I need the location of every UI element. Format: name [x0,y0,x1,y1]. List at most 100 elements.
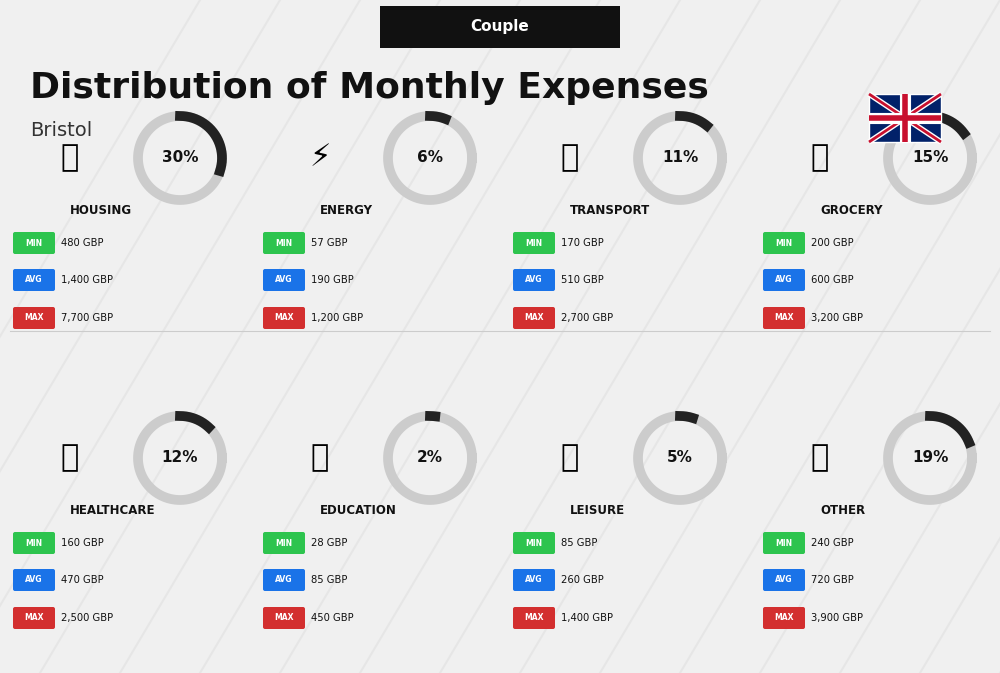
FancyBboxPatch shape [869,94,941,142]
Text: MAX: MAX [24,614,44,623]
Text: MIN: MIN [25,538,43,548]
FancyBboxPatch shape [263,569,305,591]
Text: MAX: MAX [774,314,794,322]
FancyBboxPatch shape [513,569,555,591]
Text: 160 GBP: 160 GBP [61,538,104,548]
FancyBboxPatch shape [513,307,555,329]
Text: 6%: 6% [417,151,443,166]
Text: MIN: MIN [775,538,793,548]
Text: 2,500 GBP: 2,500 GBP [61,613,113,623]
Text: Bristol: Bristol [30,122,92,141]
FancyBboxPatch shape [763,569,805,591]
Text: 30%: 30% [162,151,198,166]
FancyBboxPatch shape [263,532,305,554]
Text: 1,400 GBP: 1,400 GBP [561,613,613,623]
FancyBboxPatch shape [13,307,55,329]
Text: 240 GBP: 240 GBP [811,538,854,548]
Text: ENERGY: ENERGY [320,205,373,217]
FancyBboxPatch shape [513,532,555,554]
Text: 2,700 GBP: 2,700 GBP [561,313,613,323]
Text: 85 GBP: 85 GBP [561,538,597,548]
Text: LEISURE: LEISURE [570,505,625,518]
Text: 720 GBP: 720 GBP [811,575,854,585]
Text: TRANSPORT: TRANSPORT [570,205,650,217]
Text: AVG: AVG [275,275,293,285]
Text: 15%: 15% [912,151,948,166]
Text: 450 GBP: 450 GBP [311,613,354,623]
Text: 3,900 GBP: 3,900 GBP [811,613,863,623]
FancyBboxPatch shape [263,607,305,629]
Text: 19%: 19% [912,450,948,466]
Text: 480 GBP: 480 GBP [61,238,104,248]
FancyBboxPatch shape [263,307,305,329]
Text: 260 GBP: 260 GBP [561,575,604,585]
Text: MAX: MAX [274,614,294,623]
Text: MIN: MIN [525,538,543,548]
Text: MAX: MAX [524,614,544,623]
Text: Couple: Couple [471,20,529,34]
Text: 57 GBP: 57 GBP [311,238,348,248]
Text: 🏢: 🏢 [61,143,79,172]
Text: AVG: AVG [525,275,543,285]
Text: MAX: MAX [274,314,294,322]
Text: 12%: 12% [162,450,198,466]
FancyBboxPatch shape [263,269,305,291]
Text: 2%: 2% [417,450,443,466]
Text: 85 GBP: 85 GBP [311,575,347,585]
Text: MIN: MIN [275,238,293,248]
Text: 5%: 5% [667,450,693,466]
Text: 💗: 💗 [61,444,79,472]
Text: AVG: AVG [775,575,793,584]
FancyBboxPatch shape [13,232,55,254]
Text: 510 GBP: 510 GBP [561,275,604,285]
Text: HOUSING: HOUSING [70,205,132,217]
Text: 1,200 GBP: 1,200 GBP [311,313,363,323]
FancyBboxPatch shape [13,532,55,554]
Text: MIN: MIN [775,238,793,248]
FancyBboxPatch shape [513,607,555,629]
Text: OTHER: OTHER [820,505,865,518]
FancyBboxPatch shape [380,6,620,48]
Text: AVG: AVG [25,575,43,584]
Text: MAX: MAX [524,314,544,322]
Text: 3,200 GBP: 3,200 GBP [811,313,863,323]
Text: 170 GBP: 170 GBP [561,238,604,248]
Text: AVG: AVG [525,575,543,584]
Text: EDUCATION: EDUCATION [320,505,397,518]
Text: 470 GBP: 470 GBP [61,575,104,585]
Text: 🛒: 🛒 [811,143,829,172]
FancyBboxPatch shape [763,269,805,291]
Text: 600 GBP: 600 GBP [811,275,854,285]
Text: 190 GBP: 190 GBP [311,275,354,285]
FancyBboxPatch shape [263,232,305,254]
Text: 11%: 11% [662,151,698,166]
Text: Distribution of Monthly Expenses: Distribution of Monthly Expenses [30,71,709,105]
FancyBboxPatch shape [763,607,805,629]
Text: AVG: AVG [775,275,793,285]
Text: AVG: AVG [275,575,293,584]
Text: AVG: AVG [25,275,43,285]
FancyBboxPatch shape [763,532,805,554]
Text: ⚡: ⚡ [309,143,331,172]
Text: GROCERY: GROCERY [820,205,882,217]
Text: HEALTHCARE: HEALTHCARE [70,505,156,518]
Text: 200 GBP: 200 GBP [811,238,854,248]
FancyBboxPatch shape [13,569,55,591]
Text: MAX: MAX [24,314,44,322]
Text: MIN: MIN [25,238,43,248]
FancyBboxPatch shape [763,307,805,329]
Text: MAX: MAX [774,614,794,623]
FancyBboxPatch shape [763,232,805,254]
FancyBboxPatch shape [13,607,55,629]
Text: 🚌: 🚌 [561,143,579,172]
FancyBboxPatch shape [513,232,555,254]
Text: MIN: MIN [525,238,543,248]
Text: 🛍️: 🛍️ [561,444,579,472]
Text: 💰: 💰 [811,444,829,472]
Text: MIN: MIN [275,538,293,548]
FancyBboxPatch shape [13,269,55,291]
FancyBboxPatch shape [513,269,555,291]
Text: 7,700 GBP: 7,700 GBP [61,313,113,323]
Text: 🎓: 🎓 [311,444,329,472]
Text: 1,400 GBP: 1,400 GBP [61,275,113,285]
